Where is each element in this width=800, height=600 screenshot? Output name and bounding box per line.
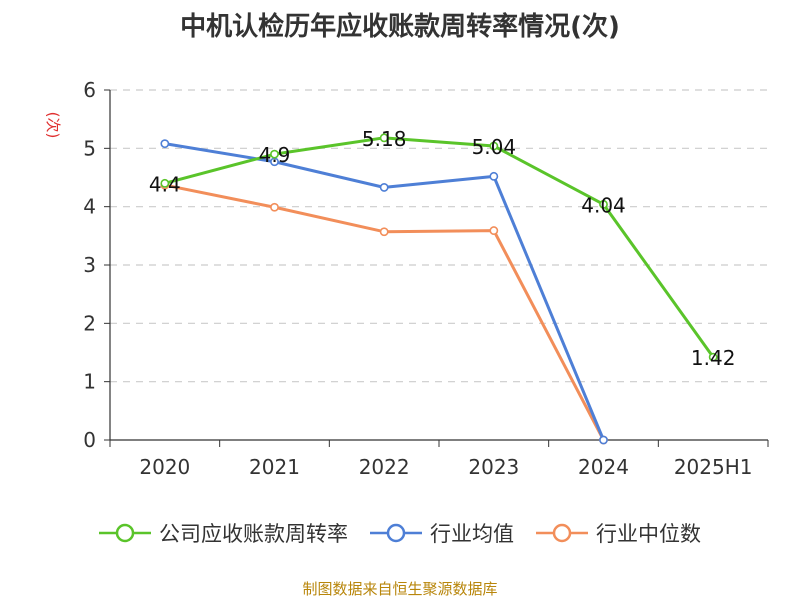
data-label: 4.4: [149, 172, 181, 196]
chart-title: 中机认检历年应收账款周转率情况(次): [180, 12, 620, 42]
data-label: 4.04: [581, 193, 626, 217]
series-line-0: [164, 136, 715, 359]
legend: 公司应收账款周转率 行业均值 行业中位数: [0, 518, 800, 548]
source-note: 制图数据来自恒生聚源数据库: [302, 580, 498, 598]
data-point: [708, 352, 718, 362]
data-point: [489, 226, 499, 235]
data-label: 1.42: [691, 346, 736, 370]
data-point: [489, 171, 499, 181]
data-point: [270, 149, 279, 159]
legend-swatch-industry-median: [536, 523, 588, 543]
data-point: [379, 183, 389, 192]
legend-label-company: 公司应收账款周转率: [159, 522, 348, 546]
y-tick-label: 6: [83, 78, 96, 102]
data-label: 5.18: [362, 127, 407, 151]
data-point: [160, 139, 170, 149]
legend-item-industry-median[interactable]: 行业中位数: [536, 518, 701, 548]
y-tick-label: 3: [83, 253, 96, 277]
x-tick-label: 2025H1: [674, 455, 753, 479]
data-label: 5.04: [472, 135, 517, 159]
data-point: [599, 199, 608, 209]
data-point: [270, 202, 279, 212]
x-tick-label: 2020: [139, 455, 190, 479]
x-tick-label: 2021: [249, 455, 300, 479]
series-line-2: [164, 183, 605, 441]
data-point: [379, 227, 389, 237]
data-point: [160, 178, 170, 188]
data-point: [379, 133, 389, 143]
y-tick-label: 0: [83, 428, 96, 452]
legend-swatch-industry-mean: [370, 523, 422, 543]
y-tick-label: 4: [83, 195, 96, 219]
legend-item-company[interactable]: 公司应收账款周转率: [99, 518, 348, 548]
data-label: 4.9: [259, 143, 291, 167]
y-tick-label: 1: [83, 370, 96, 394]
legend-item-industry-mean[interactable]: 行业均值: [370, 518, 514, 548]
y-tick-label: 2: [83, 311, 96, 335]
data-point: [489, 141, 499, 151]
legend-swatch-company: [99, 523, 151, 543]
y-tick-label: 5: [83, 136, 96, 160]
legend-label-industry-median: 行业中位数: [596, 522, 701, 546]
x-tick-label: 2022: [359, 455, 410, 479]
data-point: [599, 435, 608, 445]
x-tick-label: 2023: [468, 455, 519, 479]
y-axis-label: (次): [44, 112, 62, 139]
legend-label-industry-mean: 行业均值: [430, 522, 514, 546]
x-tick-label: 2024: [578, 455, 629, 479]
